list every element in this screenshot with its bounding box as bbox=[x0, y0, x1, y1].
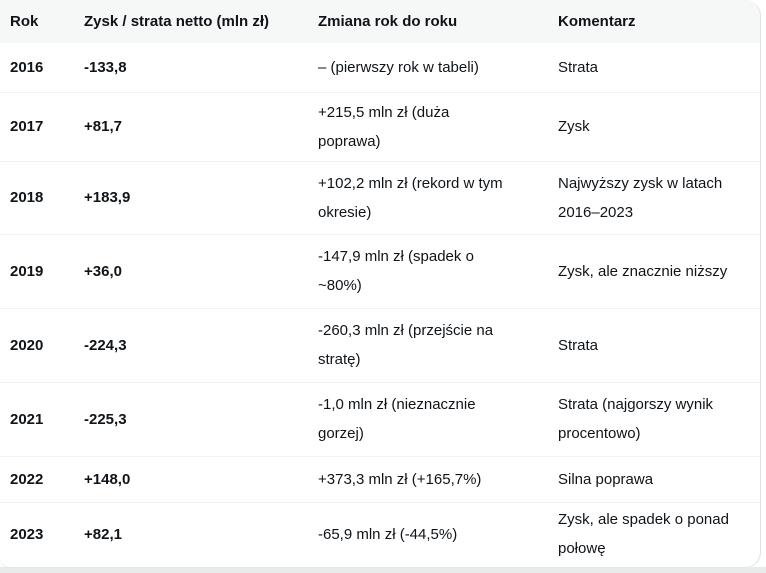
table-row: 2022 +148,0 +373,3 mln zł (+165,7%) Siln… bbox=[0, 455, 760, 502]
column-header-change: Zmiana rok do roku bbox=[318, 0, 558, 43]
comment-cell: Strata bbox=[558, 307, 760, 382]
change-cell: +102,2 mln zł (rekord w tym okresie) bbox=[318, 160, 558, 234]
header-row: Rok Zysk / strata netto (mln zł) Zmiana … bbox=[0, 0, 760, 43]
table-row: 2017 +81,7 +215,5 mln zł (duża poprawa) … bbox=[0, 91, 760, 161]
year-cell: 2023 bbox=[0, 501, 84, 566]
page-bottom-edge bbox=[0, 567, 766, 573]
change-cell: +215,5 mln zł (duża poprawa) bbox=[318, 91, 558, 161]
comment-cell: Zysk, ale znacznie niższy bbox=[558, 233, 760, 308]
table-row: 2023 +82,1 -65,9 mln zł (-44,5%) Zysk, a… bbox=[0, 501, 760, 566]
comment-cell: Strata (najgorszy wynik procentowo) bbox=[558, 381, 760, 456]
year-cell: 2016 bbox=[10, 58, 44, 76]
table-header: Rok Zysk / strata netto (mln zł) Zmiana … bbox=[0, 0, 760, 43]
net-cell: +82,1 bbox=[84, 501, 318, 566]
year-cell: 2018 bbox=[0, 160, 84, 234]
column-header-net: Zysk / strata netto (mln zł) bbox=[84, 0, 318, 43]
change-cell: -65,9 mln zł (-44,5%) bbox=[318, 501, 558, 566]
net-cell: +36,0 bbox=[84, 233, 318, 308]
net-cell: +148,0 bbox=[84, 455, 318, 502]
table-row: 2021 -225,3 -1,0 mln zł (nieznacznie gor… bbox=[0, 381, 760, 456]
net-cell: +183,9 bbox=[84, 160, 318, 234]
year-cell: 2017 bbox=[0, 91, 84, 161]
table-row: 2016 -133,8 – (pierwszy rok w tabeli) St… bbox=[0, 43, 760, 92]
comment-cell: Strata bbox=[558, 58, 599, 76]
table-row: 2019 +36,0 -147,9 mln zł (spadek o ~80%)… bbox=[0, 233, 760, 308]
year-cell: 2021 bbox=[0, 381, 84, 456]
comment-cell: Zysk, ale spadek o ponad połowę bbox=[558, 501, 760, 566]
change-cell: +373,3 mln zł (+165,7%) bbox=[318, 455, 558, 502]
comment-cell: Zysk bbox=[558, 91, 760, 161]
table-body: 2016 -133,8 – (pierwszy rok w tabeli) St… bbox=[0, 43, 760, 566]
year-cell: 2019 bbox=[0, 233, 84, 308]
year-cell: 2022 bbox=[0, 455, 84, 502]
net-cell: -224,3 bbox=[84, 307, 318, 382]
change-cell: – (pierwszy rok w tabeli) bbox=[318, 58, 479, 76]
net-cell: -225,3 bbox=[84, 381, 318, 456]
comment-cell: Silna poprawa bbox=[558, 455, 760, 502]
change-cell: -147,9 mln zł (spadek o ~80%) bbox=[318, 233, 558, 308]
table-row: 2020 -224,3 -260,3 mln zł (przejście na … bbox=[0, 307, 760, 382]
net-cell: +81,7 bbox=[84, 91, 318, 161]
change-cell: -1,0 mln zł (nieznacznie gorzej) bbox=[318, 381, 558, 456]
column-header-year: Rok bbox=[0, 0, 84, 43]
comment-cell: Najwyższy zysk w latach 2016–2023 bbox=[558, 160, 760, 234]
column-header-comment: Komentarz bbox=[558, 0, 760, 43]
change-cell: -260,3 mln zł (przejście na stratę) bbox=[318, 307, 558, 382]
year-cell: 2020 bbox=[0, 307, 84, 382]
net-cell: -133,8 bbox=[84, 58, 127, 76]
table-row: 2018 +183,9 +102,2 mln zł (rekord w tym … bbox=[0, 160, 760, 234]
